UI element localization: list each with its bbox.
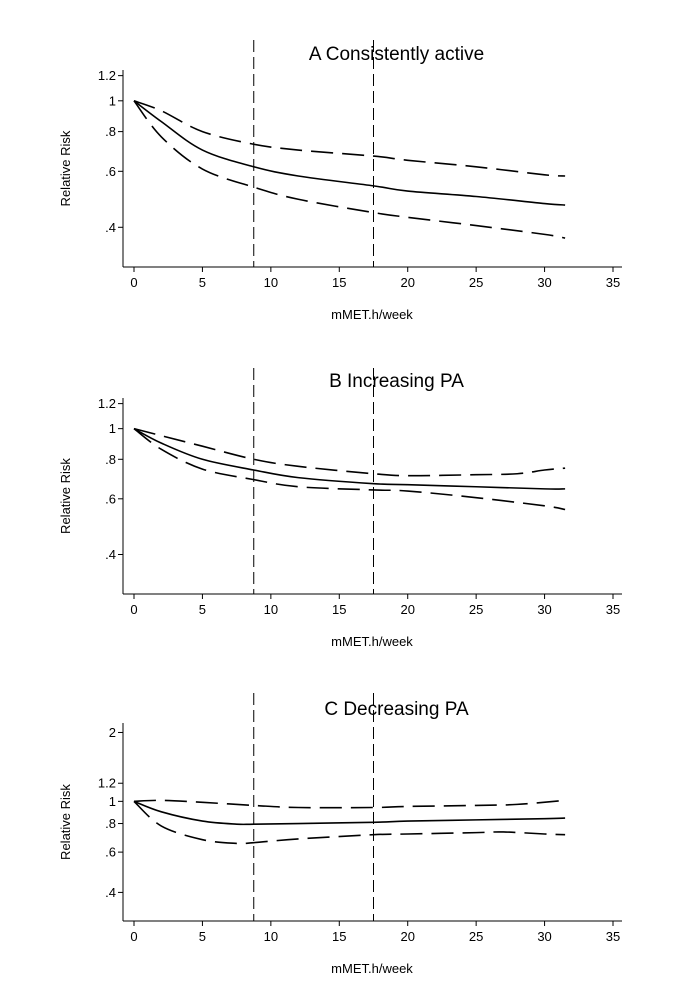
x-tick-label: 30 — [537, 602, 551, 617]
x-tick-label: 20 — [400, 275, 414, 290]
x-tick-label: 30 — [537, 929, 551, 944]
series-line-estimate — [133, 800, 566, 826]
x-axis-label: mMET.h/week — [331, 307, 413, 322]
series-line-upper-ci — [133, 799, 566, 809]
series-line-estimate — [133, 427, 566, 490]
y-tick-label: 1.2 — [98, 776, 116, 791]
x-tick-label: 0 — [130, 275, 137, 290]
x-tick-label: 30 — [537, 275, 551, 290]
x-tick-label: 15 — [332, 929, 346, 944]
x-tick-label: 10 — [264, 275, 278, 290]
chart-title: B Increasing PA — [329, 371, 464, 392]
y-tick-label: 1 — [109, 794, 116, 809]
y-tick-label: 1 — [109, 421, 116, 436]
y-tick-label: .4 — [105, 885, 116, 900]
x-tick-label: 35 — [606, 275, 620, 290]
x-axis-label: mMET.h/week — [331, 961, 413, 976]
y-tick-label: .8 — [105, 816, 116, 831]
y-tick-label: 1.2 — [98, 68, 116, 83]
x-tick-label: 15 — [332, 602, 346, 617]
panel-decreasing-pa: C Decreasing PA.4.6.811.220 5 10 15 20 25 30 35… — [58, 693, 622, 976]
x-tick-label: 5 — [199, 275, 206, 290]
panel-consistently-active: A Consistently active .4 .6 .8 1 1.2 0 5 10 15 20 2… — [58, 40, 622, 322]
series-line-upper-ci — [133, 427, 566, 477]
y-tick-label: 1.2 — [98, 396, 116, 411]
x-tick-label: 0 — [130, 602, 137, 617]
chart-title: C Decreasing PA — [324, 699, 469, 720]
x-tick-label: 15 — [332, 275, 346, 290]
y-axis-label: Relative Risk — [58, 784, 73, 860]
y-tick-label: 2 — [109, 725, 116, 740]
chart-title: A Consistently active — [309, 44, 484, 65]
y-tick-label: .8 — [105, 124, 116, 139]
series-line-lower-ci — [133, 800, 566, 845]
y-tick-label: .4 — [105, 220, 116, 235]
x-tick-label: 5 — [199, 602, 206, 617]
x-tick-label: 10 — [264, 602, 278, 617]
series-line-lower-ci — [133, 428, 566, 511]
x-tick-label: 25 — [469, 275, 483, 290]
x-axis-label: mMET.h/week — [331, 634, 413, 649]
y-tick-label: 1 — [109, 93, 116, 108]
x-tick-label: 20 — [400, 929, 414, 944]
series-line-upper-ci — [133, 100, 566, 177]
x-tick-label: 10 — [264, 929, 278, 944]
y-tick-label: .6 — [105, 164, 116, 179]
x-tick-label: 25 — [469, 602, 483, 617]
series-line-estimate — [133, 100, 566, 206]
x-tick-label: 5 — [199, 929, 206, 944]
y-axis-label: Relative Risk — [58, 458, 73, 534]
y-tick-label: .8 — [105, 452, 116, 467]
y-tick-label: .4 — [105, 547, 116, 562]
y-tick-label: .6 — [105, 491, 116, 506]
y-tick-label: .6 — [105, 845, 116, 860]
x-tick-label: 25 — [469, 929, 483, 944]
x-tick-label: 20 — [400, 602, 414, 617]
panel-increasing-pa: B Increasing PA .4 .6 .8 1 1.2 0 5 10 15 20 25 30 35 m… — [58, 368, 622, 649]
x-tick-label: 35 — [606, 929, 620, 944]
series-line-lower-ci — [133, 100, 566, 239]
y-axis-label: Relative Risk — [58, 130, 73, 206]
x-tick-label: 35 — [606, 602, 620, 617]
x-tick-label: 0 — [130, 929, 137, 944]
